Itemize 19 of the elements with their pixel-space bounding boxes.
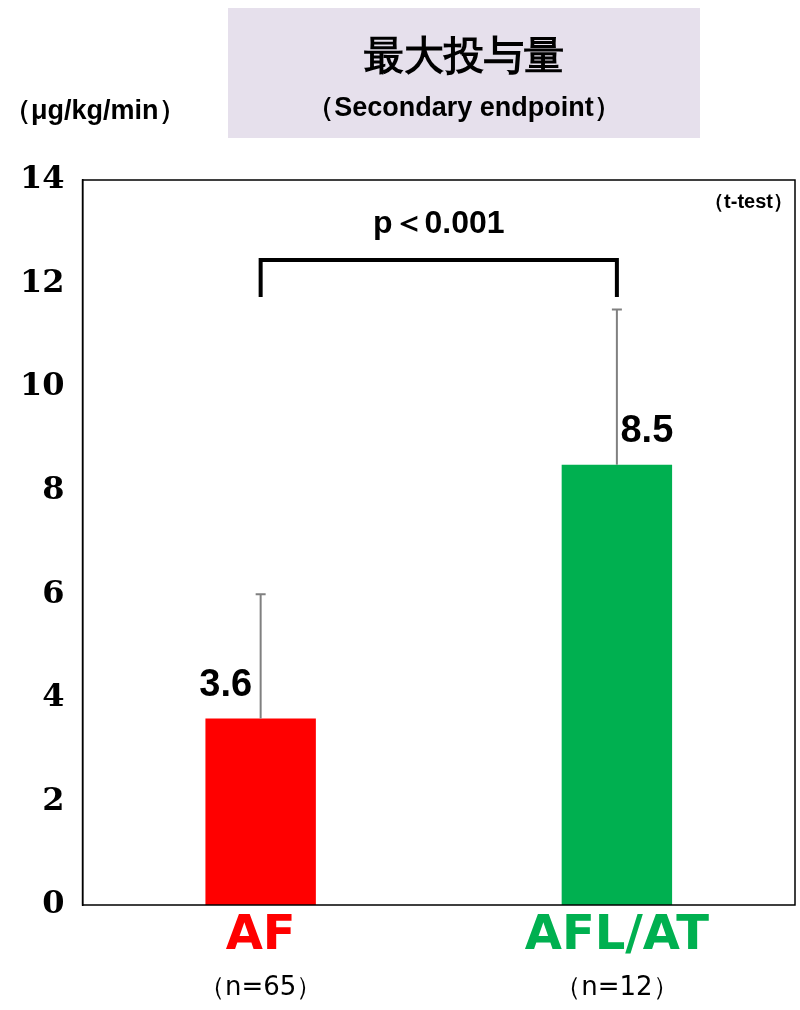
y-tick-label: 0 — [42, 883, 65, 922]
data-label: 3.6 — [199, 662, 253, 705]
annotation: （t-test） — [704, 189, 793, 212]
annotation: p＜0.001 — [372, 203, 505, 240]
chart-subtitle: （Secondary endpoint） — [306, 91, 622, 124]
text: （n=65） — [198, 970, 323, 1001]
y-tick-label: 14 — [20, 158, 65, 197]
x-tick-label: AF — [225, 904, 296, 961]
y-tick-label: 10 — [20, 365, 65, 404]
y-axis-title: （μg/kg/min） — [4, 94, 186, 127]
y-tick-label: 8 — [42, 469, 65, 508]
chart-title: 最大投与量 — [363, 31, 565, 80]
y-tick-label: 4 — [42, 676, 65, 715]
y-tick-label: 12 — [20, 261, 65, 300]
y-tick-label: 6 — [42, 572, 65, 611]
data-label: 8.5 — [620, 408, 674, 451]
text: （n=12） — [555, 970, 679, 1001]
x-tick-label: AFL/AT — [524, 904, 710, 961]
y-tick-label: 2 — [42, 779, 65, 818]
